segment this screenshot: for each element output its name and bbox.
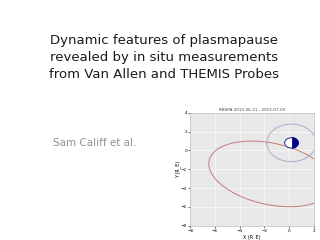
X-axis label: X (R_E): X (R_E) xyxy=(243,234,261,240)
Title: RBSPA 2013-06-21 - 2013-07-03: RBSPA 2013-06-21 - 2013-07-03 xyxy=(219,108,285,112)
Text: Dynamic features of plasmapause
revealed by in situ measurements
from Van Allen : Dynamic features of plasmapause revealed… xyxy=(49,34,279,81)
Y-axis label: Y (R_E): Y (R_E) xyxy=(175,161,181,178)
Text: Sam Califf et al.: Sam Califf et al. xyxy=(53,138,136,148)
Polygon shape xyxy=(285,138,292,148)
Polygon shape xyxy=(292,138,298,148)
